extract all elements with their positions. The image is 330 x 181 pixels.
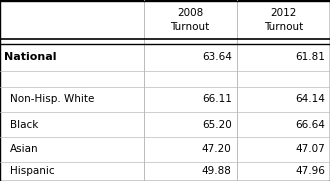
Text: 63.64: 63.64 — [202, 52, 232, 62]
Text: 64.14: 64.14 — [295, 94, 325, 104]
Text: Non-Hisp. White: Non-Hisp. White — [10, 94, 94, 104]
Text: 47.20: 47.20 — [202, 144, 232, 155]
Text: 2012
Turnout: 2012 Turnout — [264, 7, 303, 31]
Text: 47.96: 47.96 — [295, 167, 325, 176]
Text: 66.11: 66.11 — [202, 94, 232, 104]
Text: 2008
Turnout: 2008 Turnout — [171, 7, 210, 31]
Text: Asian: Asian — [10, 144, 39, 155]
Text: 65.20: 65.20 — [202, 119, 232, 129]
Text: 47.07: 47.07 — [295, 144, 325, 155]
Text: 49.88: 49.88 — [202, 167, 232, 176]
Text: 66.64: 66.64 — [295, 119, 325, 129]
Text: Hispanic: Hispanic — [10, 167, 54, 176]
Text: Black: Black — [10, 119, 38, 129]
Text: 61.81: 61.81 — [295, 52, 325, 62]
Text: National: National — [4, 52, 56, 62]
